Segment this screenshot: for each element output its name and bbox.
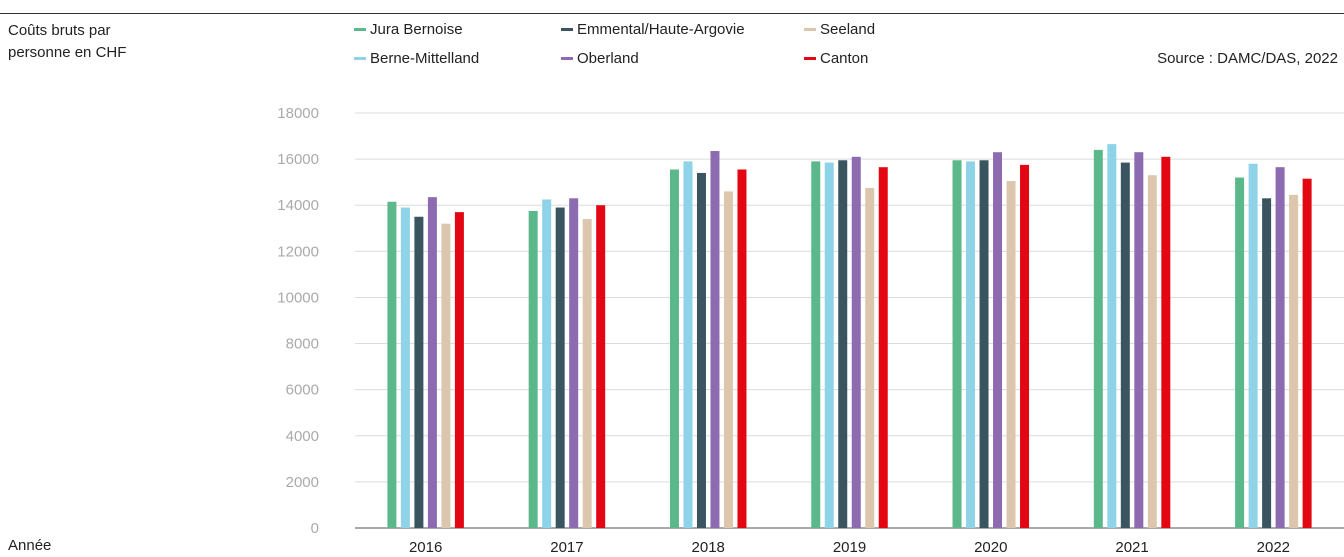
bar <box>1235 177 1245 529</box>
bar <box>723 191 733 528</box>
legend-swatch <box>354 56 366 60</box>
bar <box>1107 144 1117 528</box>
y-tick-label: 18000 <box>277 105 319 122</box>
legend-item-canton: Canton <box>804 50 868 68</box>
bar <box>1289 194 1299 528</box>
legend-swatch <box>804 56 816 60</box>
bar <box>400 207 410 528</box>
bar <box>979 160 989 528</box>
y-tick-label: 14000 <box>277 197 319 214</box>
y-tick-label: 0 <box>311 520 319 537</box>
bar <box>1020 164 1030 528</box>
bar <box>387 201 397 528</box>
y-tick-label: 12000 <box>277 243 319 260</box>
legend-swatch <box>561 56 573 60</box>
y-tick-label: 8000 <box>286 336 319 353</box>
bar <box>1302 178 1312 529</box>
bar <box>427 197 437 528</box>
bar <box>582 219 592 529</box>
bar <box>811 161 821 528</box>
y-tick-label: 10000 <box>277 289 319 306</box>
gridlines <box>355 112 1344 529</box>
legend-label: Oberland <box>577 50 639 67</box>
bar <box>441 223 451 528</box>
bar <box>851 156 861 529</box>
legend-label: Seeland <box>820 21 876 38</box>
legend-item-berne-mittelland: Berne-Mittelland <box>354 50 479 68</box>
bar <box>737 169 747 528</box>
bar <box>569 198 579 529</box>
source-note: Source : DAMC/DAS, 2022 <box>1157 50 1338 67</box>
bar <box>1275 167 1285 529</box>
y-axis-title-line-2: personne en CHF <box>8 44 127 61</box>
bar <box>1134 152 1144 528</box>
bar <box>555 207 565 528</box>
legend-label: Berne-Mittelland <box>370 50 480 67</box>
legend-swatch <box>804 27 816 31</box>
y-axis-ticks: 0 2000 4000 6000 8000 10000 12000 14000 16000 180… <box>277 105 319 537</box>
legend-label: Canton <box>820 50 869 67</box>
y-tick-label: 16000 <box>277 151 319 168</box>
legend-item-jura-bernoise: Jura Bernoise <box>354 21 463 39</box>
bar <box>1006 181 1016 528</box>
bars <box>387 144 1312 529</box>
legend-label: Jura Bernoise <box>370 21 463 38</box>
x-tick-label: 2017 <box>550 539 583 556</box>
bar <box>710 151 720 528</box>
bar <box>1147 175 1157 528</box>
bar <box>454 212 464 528</box>
legend-label: Emmental/Haute-Argovie <box>577 21 745 38</box>
bar <box>669 169 679 528</box>
legend-item-oberland: Oberland <box>561 50 639 68</box>
bar <box>824 162 834 528</box>
legend-swatch <box>354 27 366 31</box>
legend-item-emmental-haute-argovie: Emmental/Haute-Argovie <box>561 21 745 39</box>
x-axis-ticks: 2016 2017 2018 2019 2020 2021 2022 <box>409 539 1290 556</box>
y-tick-label: 4000 <box>286 428 319 445</box>
bar <box>865 187 875 529</box>
y-axis-title-line-1: Coûts bruts par <box>8 22 111 39</box>
legend-swatch <box>561 27 573 31</box>
legend-item-seeland: Seeland <box>804 21 875 39</box>
bar <box>414 216 424 528</box>
bar <box>542 199 552 529</box>
bar <box>683 161 693 528</box>
bar <box>838 160 848 528</box>
bar <box>878 167 888 529</box>
y-tick-label: 2000 <box>286 474 319 491</box>
x-tick-label: 2021 <box>1115 539 1148 556</box>
bar <box>696 172 706 528</box>
bar <box>1120 162 1130 528</box>
x-tick-label: 2019 <box>833 539 866 556</box>
bar <box>966 161 976 528</box>
bar <box>528 210 538 528</box>
bar <box>596 205 606 528</box>
bar <box>993 152 1003 528</box>
bar <box>1093 149 1103 528</box>
x-axis-title: Année <box>8 537 52 554</box>
top-rule <box>0 13 1344 14</box>
y-axis-title: Coûts bruts par personne en CHF <box>8 20 208 64</box>
y-tick-label: 6000 <box>286 382 319 399</box>
bar <box>1248 163 1258 528</box>
bar <box>952 160 962 528</box>
x-tick-label: 2020 <box>974 539 1007 556</box>
bar <box>1161 156 1171 529</box>
x-tick-label: 2022 <box>1257 539 1290 556</box>
x-tick-label: 2018 <box>692 539 725 556</box>
bar <box>1262 198 1272 529</box>
x-tick-label: 2016 <box>409 539 442 556</box>
